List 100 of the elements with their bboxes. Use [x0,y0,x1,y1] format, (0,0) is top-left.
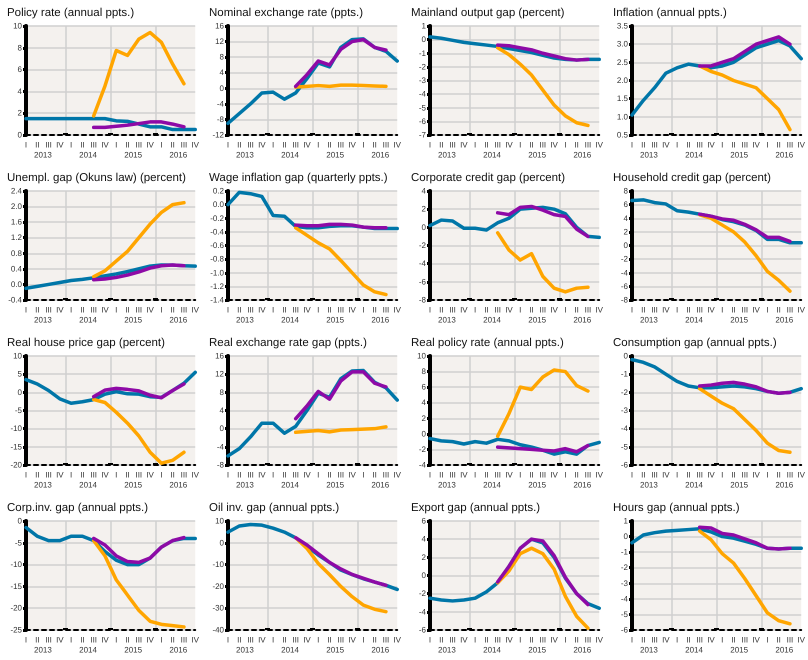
x-tick-label: IV [146,140,155,150]
line-series [92,538,186,629]
y-tick-label: -4 [620,594,629,604]
x-tick-label: I [115,636,118,644]
line-series [496,368,590,438]
x-tick-label: I [272,470,274,480]
y-tick-label: -4 [620,424,629,434]
y-tick-label: 1.2 [10,233,23,242]
x-tick-label: I [676,636,678,644]
x-tick-label: III [494,140,502,150]
y-tick-label: 3.5 [616,22,629,30]
chart-title: Household credit gap (percent) [613,172,772,184]
x-tick-label: IV [191,140,200,150]
x-tick-label: II [372,470,377,480]
y-tick-label: 2.0 [616,76,629,85]
y-tick-label: -4 [216,442,225,452]
y-tick-label: 1 [624,516,629,526]
x-tick-label: I [766,306,768,314]
y-tick-label: 16 [215,352,225,360]
y-tick-label: -4 [418,607,427,616]
x-tick-label: IV [595,140,604,150]
text: 2016 [169,316,188,324]
x-tick-label: III [449,470,456,480]
y-tick-label: -2 [620,563,629,572]
y-tick-label: 0 [624,532,629,542]
x-tick-label: I [115,470,118,480]
y-tick-label: -6 [418,277,427,286]
y-tick-label: 4 [422,398,427,408]
x-tick-label: II [282,140,287,150]
text: 2015 [528,316,547,324]
y-tick-label: -1 [620,548,629,557]
x-tick-label: II [237,470,242,480]
text: 2013 [438,480,456,490]
text: 2014 [79,646,98,654]
text: 2015 [124,150,143,160]
x-tick-label: IV [595,636,604,644]
x-tick-label: IV [752,636,761,644]
y-tick-label: -8 [620,296,629,304]
x-tick-label: III [45,140,52,150]
x-tick-label: I [766,470,768,480]
line-series [698,35,792,68]
text: 2013 [640,480,658,490]
x-tick-label: III [741,140,748,150]
y-tick-label: 8 [624,186,629,196]
x-tick-label: II [574,636,579,644]
x-tick-label: I [721,470,724,480]
x-tick-label: III [382,140,390,150]
text: 2015 [730,316,749,324]
x-tick-label: III [180,470,188,480]
x-tick-label: I [676,306,678,314]
x-tick-label: II [641,470,646,480]
x-tick-label: IV [258,140,266,150]
x-tick-label: IV [56,306,64,314]
chart-title: Unempl. gap (Okuns law) (percent) [7,172,186,184]
line-series [698,380,792,395]
x-tick-label: IV [303,140,312,150]
line-series [92,382,186,400]
y-tick-label: -4 [418,90,427,99]
x-tick-label: I [317,470,320,480]
y-tick-label: 0.4 [10,264,23,274]
text: 2015 [730,646,749,654]
x-tick-label: IV [191,636,200,644]
x-tick-label: II [237,306,242,314]
x-tick-label: III [135,470,142,480]
y-tick-label: -3 [620,406,629,415]
x-tick-label: I [160,306,162,314]
text: 2016 [169,150,188,160]
x-tick-label: II [731,636,736,644]
y-tick-label: 0.8 [10,248,23,258]
x-tick-label: II [80,470,85,480]
x-tick-label: II [484,636,489,644]
x-tick-label: I [24,470,28,480]
text: 2015 [326,150,345,160]
x-tick-label: I [70,306,72,314]
x-tick-label: IV [56,636,64,644]
x-tick-label: IV [191,306,200,314]
y-tick-label: -20 [10,604,23,613]
x-tick-label: I [564,140,566,150]
line-series [294,370,388,420]
x-tick-label: I [630,140,634,150]
y-tick-label: -2 [418,444,427,454]
x-tick-label: II [80,140,85,150]
x-tick-label: I [519,306,522,314]
text: 2013 [438,646,456,654]
x-tick-label: II [439,306,444,314]
y-tick-label: 5 [18,370,23,379]
x-tick-label: II [125,306,130,314]
x-tick-label: I [226,306,230,314]
x-tick-label: III [90,470,98,480]
x-tick-label: IV [258,306,266,314]
y-tick-label: -10 [10,560,23,570]
text: 2014 [281,480,300,490]
chart-title: Consumption gap (annual ppts.) [613,337,777,349]
text: 2015 [326,316,345,324]
x-tick-label: III [292,470,300,480]
text: 2016 [371,480,390,490]
x-tick-label: IV [505,140,514,150]
x-tick-label: IV [348,306,357,314]
x-tick-label: II [372,306,377,314]
line-series [496,204,590,238]
